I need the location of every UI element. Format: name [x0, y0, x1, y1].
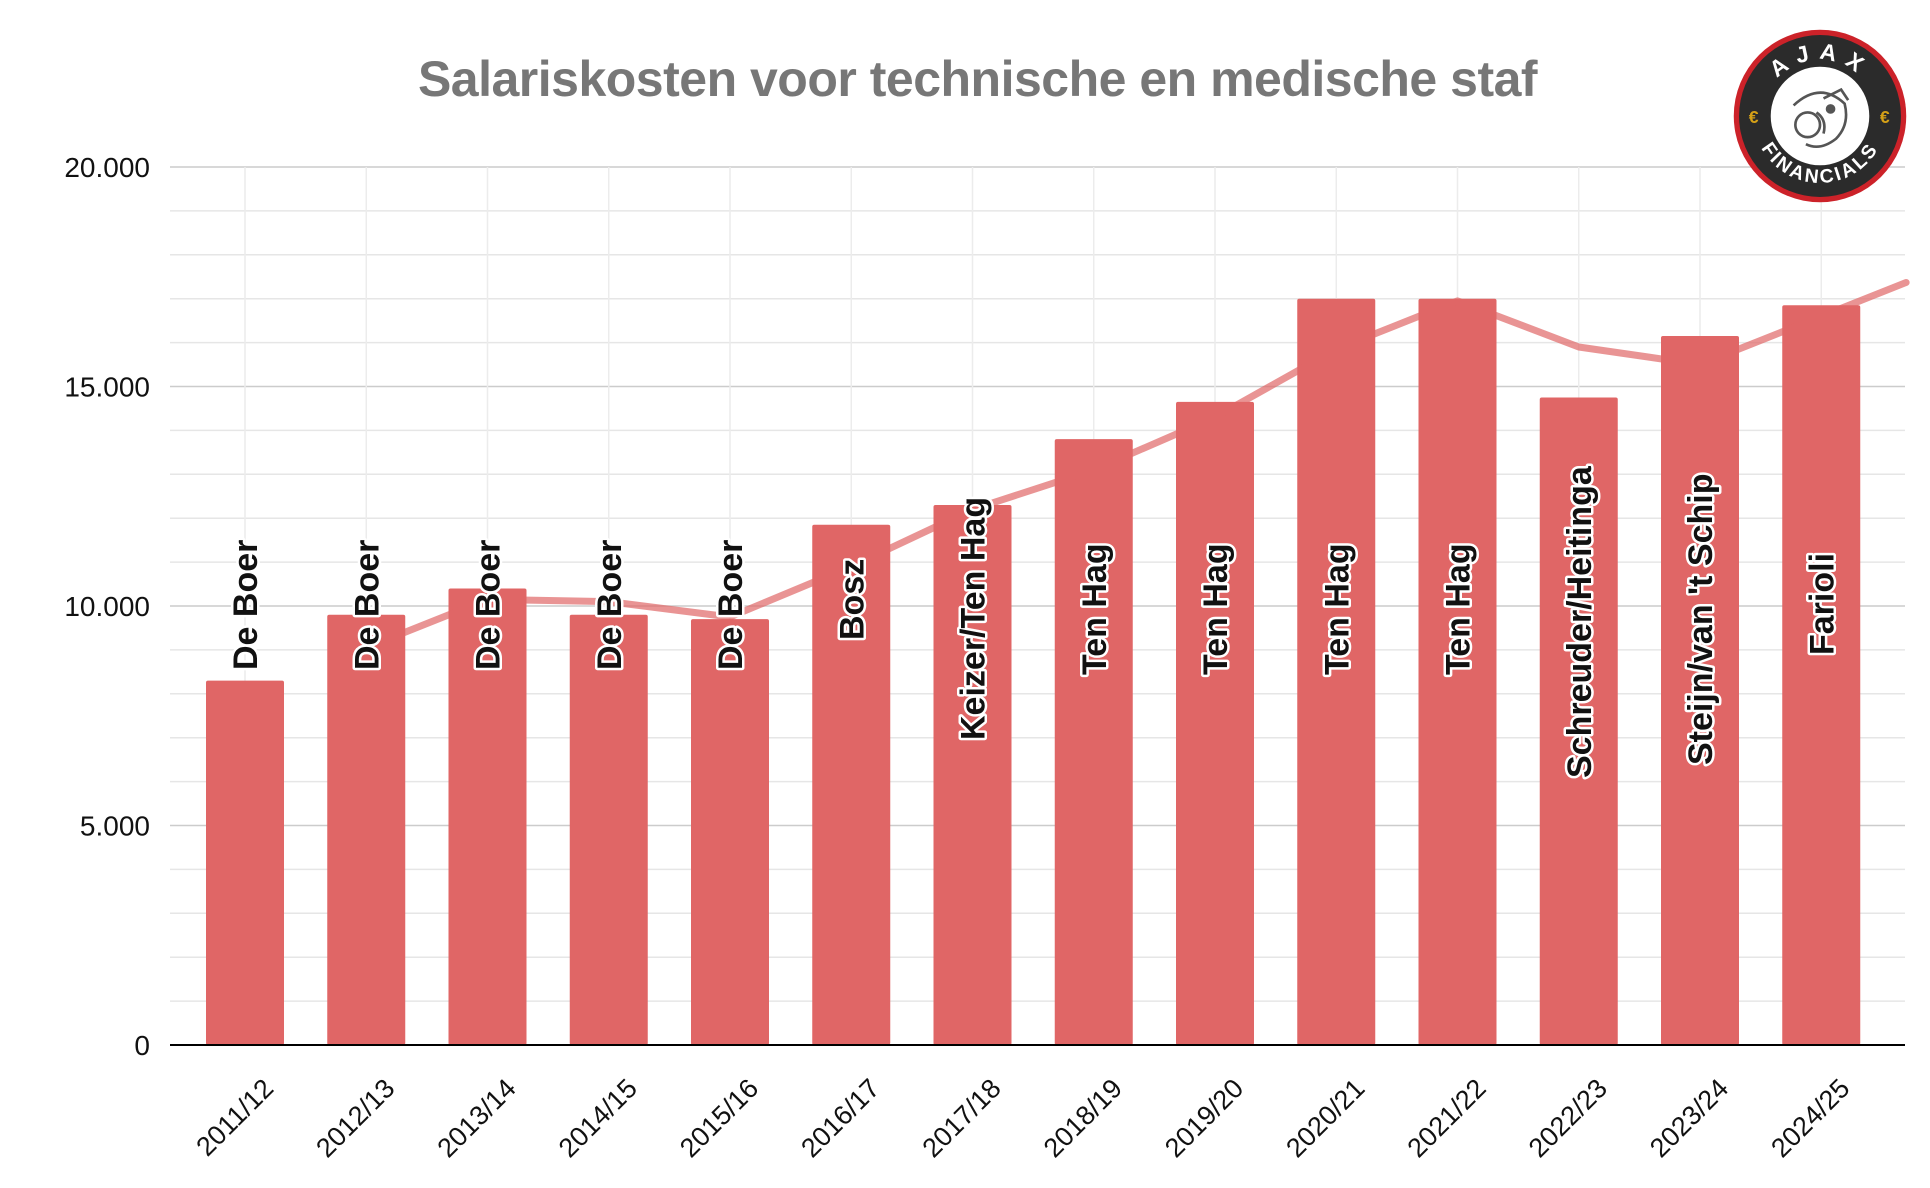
x-tick-label: 2019/20 — [1159, 1073, 1249, 1163]
bar-label: Ten Hag — [1076, 543, 1114, 675]
bar-label: Steijn/van 't Schip — [1682, 474, 1720, 765]
bar-label: Bosz — [833, 559, 871, 640]
bar-label: Farioli — [1803, 553, 1841, 655]
x-tick-label: 2012/13 — [310, 1073, 400, 1163]
bar — [1418, 298, 1497, 1045]
bar-label: Schreuder/Heitinga — [1561, 465, 1599, 778]
bar — [812, 524, 891, 1045]
bar-label: De Boer — [470, 540, 508, 670]
x-tick-label: 2015/16 — [674, 1073, 764, 1163]
x-tick-label: 2023/24 — [1644, 1073, 1734, 1163]
mascot-icon — [1792, 87, 1850, 149]
bar-label: Ten Hag — [1440, 543, 1478, 675]
bar-label: De Boer — [712, 540, 750, 670]
bar — [1297, 298, 1376, 1045]
bar-label: Ten Hag — [1318, 543, 1356, 675]
x-tick-label: 2011/12 — [190, 1073, 279, 1162]
bar-label: De Boer — [591, 540, 629, 670]
x-tick-label: 2022/23 — [1523, 1073, 1613, 1163]
bar — [1176, 401, 1254, 1045]
bar-labels: De Boer De Boer De Boer De Boer De Boer Bosz K… — [225, 463, 1844, 781]
y-tick-label: 0 — [134, 1030, 150, 1061]
ajax-financials-logo: AJAX FINANCIALS € € — [1733, 29, 1907, 203]
bar — [933, 505, 1012, 1045]
bar-label: Keizer/Ten Hag — [955, 497, 993, 740]
euro-icon-left: € — [1749, 107, 1759, 127]
x-tick-label: 2024/25 — [1765, 1073, 1855, 1163]
x-tick-label: 2018/19 — [1038, 1073, 1128, 1163]
x-tick-label: 2014/15 — [553, 1073, 643, 1163]
bars — [206, 298, 1861, 1046]
chart-title: Salariskosten voor technische en medisch… — [417, 51, 1538, 107]
y-axis-ticks: 0 5.000 10.000 15.000 20.000 — [64, 152, 150, 1061]
trend-line-path — [362, 278, 1910, 652]
gridlines — [170, 166, 1905, 1045]
bar — [448, 588, 527, 1045]
x-tick-label: 2016/17 — [795, 1073, 885, 1163]
x-axis-ticks: 2011/12 2012/13 2013/14 2014/15 2015/16 2016/… — [190, 1073, 1855, 1163]
bar — [206, 680, 284, 1045]
bar — [1054, 439, 1133, 1045]
x-tick-label: 2020/21 — [1280, 1073, 1370, 1163]
bar — [1661, 336, 1739, 1045]
bar-label: De Boer — [348, 540, 386, 670]
trend-line — [362, 278, 1910, 652]
bar — [691, 619, 769, 1045]
y-tick-label: 15.000 — [64, 372, 150, 403]
x-tick-label: 2013/14 — [432, 1073, 522, 1163]
bar — [327, 614, 406, 1045]
y-tick-label: 20.000 — [64, 152, 150, 183]
bar — [1782, 305, 1861, 1045]
x-tick-label: 2017/18 — [917, 1073, 1007, 1163]
bar — [569, 614, 648, 1045]
y-tick-label: 5.000 — [80, 811, 150, 842]
bar — [1539, 397, 1618, 1046]
euro-icon-right: € — [1880, 107, 1890, 127]
bar-label: Ten Hag — [1197, 543, 1235, 675]
bar-label: De Boer — [227, 540, 265, 670]
y-tick-label: 10.000 — [64, 591, 150, 622]
x-tick-label: 2021/22 — [1402, 1073, 1492, 1163]
